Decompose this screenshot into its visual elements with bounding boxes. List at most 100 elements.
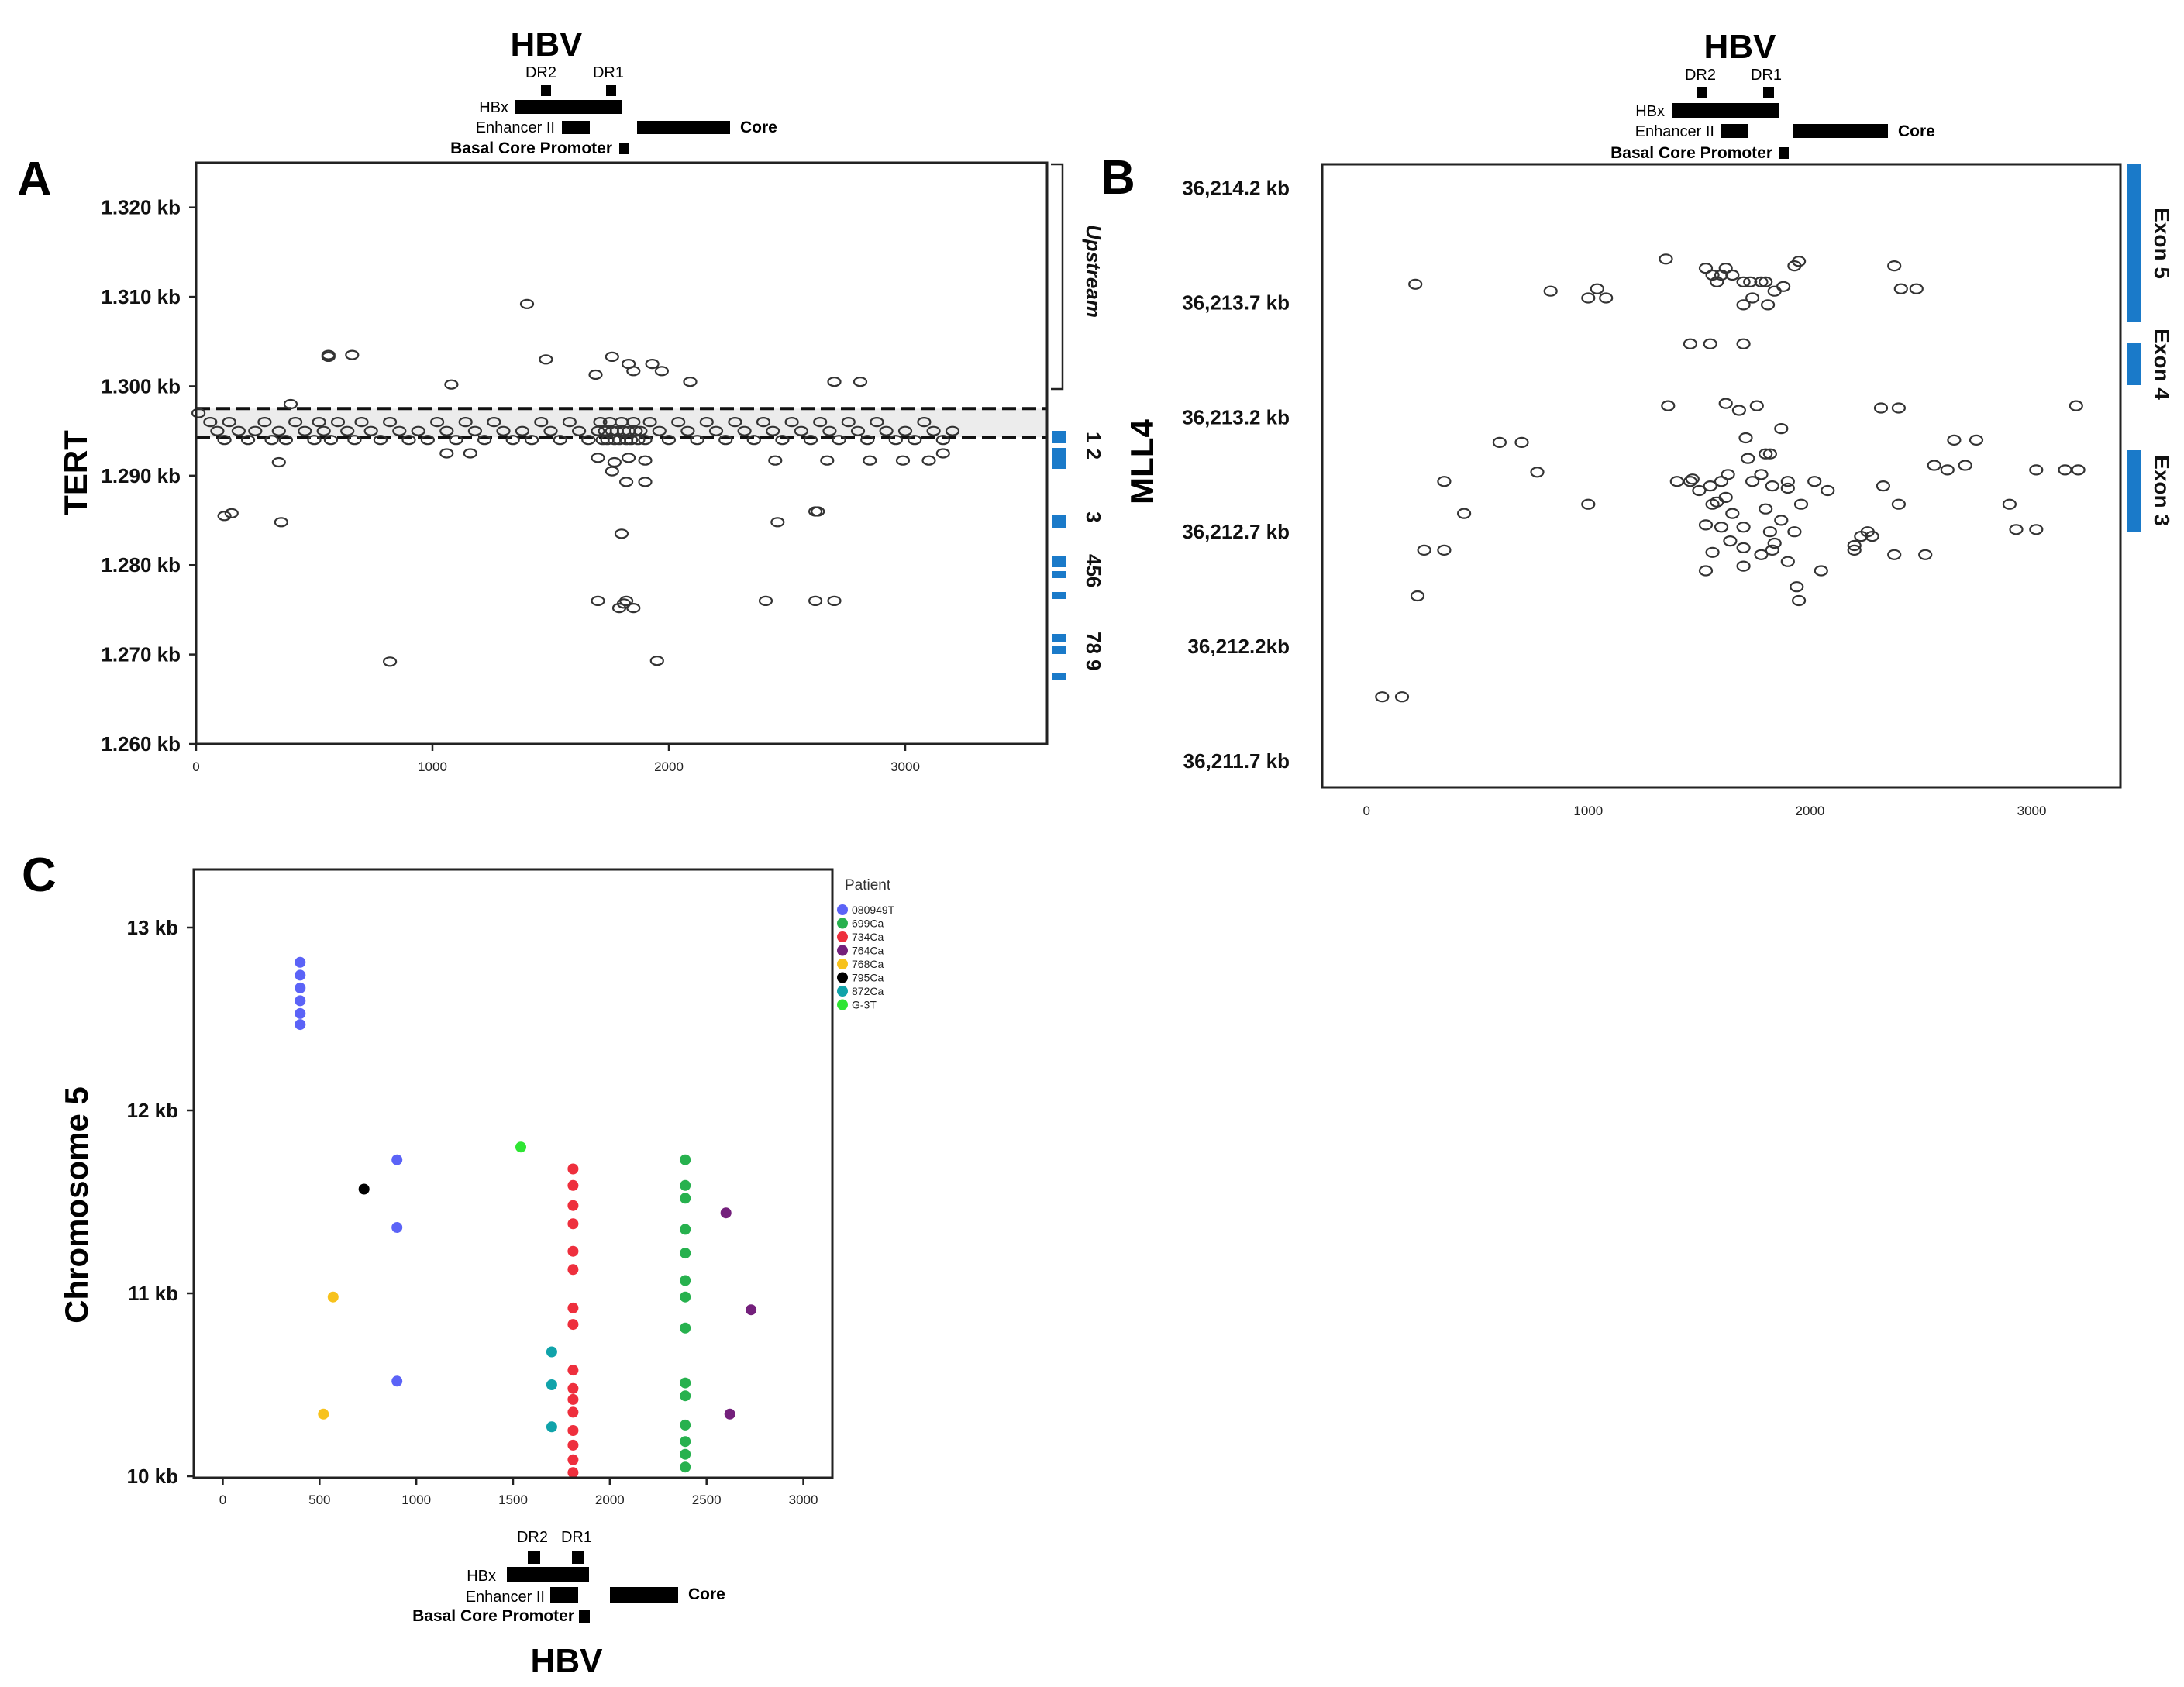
data-point xyxy=(1759,448,1773,460)
y-tick-label: 36,212.7 kb xyxy=(1182,520,1290,543)
legend-entry: 795Ca xyxy=(852,972,884,984)
data-point xyxy=(1765,480,1779,492)
data-point xyxy=(2029,464,2044,476)
data-point xyxy=(1718,398,1733,409)
data-point xyxy=(463,448,477,459)
y-tick-label: 36,214.2 kb xyxy=(1182,177,1290,200)
hbv-map-b: HBV DR2 DR1 HBx Enhancer II Core Basal C… xyxy=(1610,28,1935,162)
data-point xyxy=(307,435,322,446)
data-point-764Ca xyxy=(720,1207,732,1219)
data-point-080949T xyxy=(295,1019,306,1031)
data-point xyxy=(614,528,629,539)
data-point xyxy=(1754,276,1769,287)
dr2-label-a: DR2 xyxy=(525,64,556,81)
bcp-box-b xyxy=(1779,147,1789,159)
data-point xyxy=(935,435,950,446)
data-point xyxy=(1408,278,1423,290)
bcp-box-a xyxy=(619,143,629,154)
data-point xyxy=(897,425,913,436)
data-point xyxy=(1731,405,1746,416)
exon-bar-7 xyxy=(1052,634,1066,642)
data-point xyxy=(429,416,445,428)
hbx-bar-c xyxy=(507,1567,589,1582)
legend-swatch xyxy=(837,972,848,983)
x-tick-label: 500 xyxy=(308,1492,330,1507)
data-point xyxy=(1743,276,1758,287)
data-point-699Ca xyxy=(680,1419,691,1431)
x-tick-label: 2000 xyxy=(1796,804,1825,818)
exon-bar-1 xyxy=(1052,431,1066,443)
data-point xyxy=(758,595,773,607)
data-point xyxy=(1787,526,1802,538)
exon-bar-9 xyxy=(1052,673,1066,680)
hbv-title-c: HBV xyxy=(531,1642,604,1680)
hbx-label-a: HBx xyxy=(479,99,508,116)
data-point xyxy=(827,377,842,387)
data-point xyxy=(1661,400,1676,411)
data-point xyxy=(811,506,825,517)
exon4-label: Exon 4 xyxy=(2150,329,2174,400)
core-label-c: Core xyxy=(688,1585,725,1603)
data-point xyxy=(345,349,360,360)
data-point-872Ca xyxy=(546,1421,557,1433)
data-point xyxy=(1417,544,1431,556)
exon-label-3: 3 xyxy=(1082,511,1105,522)
dr1-box-a xyxy=(606,85,616,96)
data-point xyxy=(515,425,530,436)
data-point xyxy=(1893,283,1908,294)
data-point xyxy=(1780,476,1795,487)
data-point xyxy=(217,511,232,522)
points-a xyxy=(191,298,960,667)
hbx-label-b: HBx xyxy=(1635,103,1665,120)
data-point xyxy=(737,425,752,436)
data-point xyxy=(1876,480,1890,492)
legend-title: Patient xyxy=(845,877,891,893)
data-point xyxy=(860,435,875,446)
data-point xyxy=(618,477,634,487)
data-point-872Ca xyxy=(546,1379,557,1390)
data-point xyxy=(316,425,331,436)
x-tick-label: 1000 xyxy=(401,1492,431,1507)
data-point xyxy=(1814,565,1828,577)
dr2-box-a xyxy=(541,85,551,96)
y-tick-label: 36,212.2kb xyxy=(1187,635,1290,658)
data-point xyxy=(1437,476,1452,487)
bcp-label-c: Basal Core Promoter xyxy=(412,1607,574,1625)
x-tick-label: 1000 xyxy=(418,759,447,774)
x-tick-label: 1500 xyxy=(498,1492,528,1507)
data-point xyxy=(264,435,279,446)
exon-bar-8 xyxy=(1052,646,1066,654)
data-point-734Ca xyxy=(567,1454,579,1465)
legend-swatch xyxy=(837,931,848,942)
data-point-734Ca xyxy=(567,1245,579,1257)
y-tick-label: 12 kb xyxy=(127,1099,179,1122)
data-point xyxy=(1456,508,1472,519)
data-point xyxy=(633,425,648,436)
data-point xyxy=(808,595,823,607)
dr1-label-b: DR1 xyxy=(1751,67,1782,84)
data-point xyxy=(340,425,355,436)
data-point xyxy=(888,435,903,446)
data-point xyxy=(487,416,501,428)
data-point-699Ca xyxy=(680,1224,691,1235)
data-point xyxy=(1698,565,1714,577)
data-point xyxy=(699,416,714,428)
data-point xyxy=(1703,338,1717,349)
data-point xyxy=(392,425,407,436)
legend-swatch xyxy=(837,918,848,929)
data-point xyxy=(539,354,553,365)
dr1-label-c: DR1 xyxy=(561,1529,592,1546)
data-point xyxy=(616,598,632,609)
data-point xyxy=(1754,469,1769,480)
data-point xyxy=(624,435,639,446)
data-point xyxy=(2058,464,2072,476)
y-axis-label-a: TERT xyxy=(57,430,94,515)
data-point-080949T xyxy=(295,956,306,968)
exons-b: Exon 5 Exon 4 Exon 3 xyxy=(2127,164,2174,532)
data-point-734Ca xyxy=(567,1365,579,1376)
data-point xyxy=(1723,535,1738,547)
data-point xyxy=(354,416,369,428)
data-point xyxy=(1947,434,1962,446)
upstream-label: Upstream xyxy=(1082,225,1105,318)
data-point xyxy=(278,435,293,446)
